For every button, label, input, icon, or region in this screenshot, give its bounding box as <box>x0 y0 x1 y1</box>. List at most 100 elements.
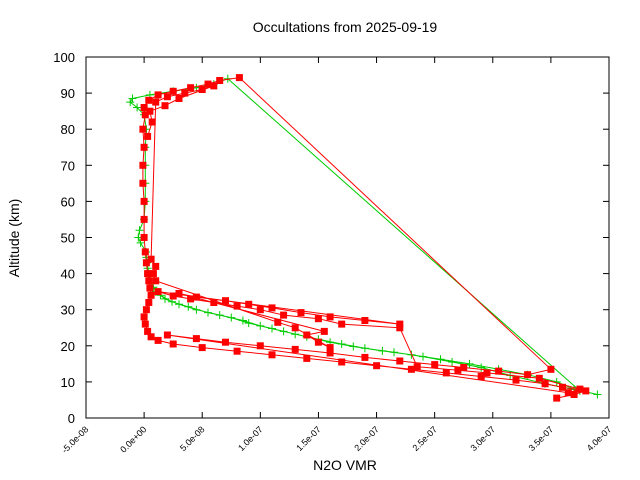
data-point <box>535 374 543 382</box>
data-point <box>320 327 328 335</box>
data-point <box>396 324 404 332</box>
data-point <box>141 248 149 256</box>
data-point <box>564 389 572 397</box>
data-point <box>396 357 404 365</box>
data-point <box>483 369 491 377</box>
data-point <box>274 318 282 326</box>
data-point <box>460 364 468 371</box>
data-point <box>593 390 602 399</box>
data-point <box>145 299 153 306</box>
data-point <box>140 215 148 223</box>
data-point <box>442 369 450 377</box>
data-point <box>140 234 148 241</box>
data-point <box>152 277 160 285</box>
data-point <box>291 330 300 339</box>
data-point <box>192 335 200 343</box>
data-point <box>326 344 334 352</box>
data-point <box>256 342 264 350</box>
data-point <box>175 95 183 102</box>
data-point <box>291 345 299 353</box>
data-point <box>142 259 150 267</box>
data-point <box>378 346 387 355</box>
data-point <box>280 311 288 319</box>
data-point <box>145 277 153 285</box>
data-point <box>373 362 381 370</box>
data-point <box>144 132 152 140</box>
data-point <box>192 293 200 301</box>
data-point <box>140 143 148 151</box>
data-point <box>140 104 148 111</box>
data-point <box>152 262 160 270</box>
data-point <box>154 336 162 344</box>
data-point <box>222 338 229 346</box>
data-point <box>144 270 152 278</box>
y-tick-label: 50 <box>61 231 75 246</box>
data-point <box>244 319 253 328</box>
data-point <box>477 363 486 372</box>
data-point <box>163 93 171 101</box>
data-point <box>140 313 148 321</box>
data-point <box>541 380 549 388</box>
y-tick-label: 100 <box>53 50 75 65</box>
data-point <box>133 103 142 112</box>
data-point <box>547 365 555 373</box>
data-point <box>495 367 503 375</box>
data-point <box>559 383 566 391</box>
data-point <box>431 361 439 369</box>
y-tick-label: 30 <box>61 303 75 318</box>
data-point <box>361 353 369 361</box>
data-point <box>268 304 276 312</box>
data-point <box>161 294 169 303</box>
data-point <box>477 373 485 380</box>
data-point <box>192 305 201 314</box>
data-point <box>227 313 236 322</box>
data-point <box>337 340 346 348</box>
data-point <box>152 98 160 106</box>
data-point <box>142 306 150 314</box>
y-tick-label: 40 <box>61 267 75 282</box>
data-point <box>139 161 147 169</box>
data-point <box>396 320 404 328</box>
data-point <box>215 311 224 320</box>
data-point <box>161 102 169 110</box>
data-point <box>163 331 171 339</box>
data-point <box>139 179 147 187</box>
y-tick-label: 20 <box>61 339 75 354</box>
data-point <box>338 358 346 366</box>
data-point <box>147 291 155 299</box>
data-point <box>145 96 153 104</box>
x-axis-label: N2O VMR <box>313 457 377 473</box>
data-point <box>154 91 162 99</box>
data-point <box>147 255 155 263</box>
data-point <box>135 226 144 235</box>
y-tick-label: 0 <box>68 411 75 426</box>
data-point <box>148 118 156 126</box>
data-point <box>216 77 224 84</box>
data-point <box>169 292 177 300</box>
data-point <box>303 331 311 339</box>
data-point <box>413 363 421 371</box>
data-point <box>204 308 212 317</box>
y-tick-label: 10 <box>61 375 75 390</box>
data-point <box>233 302 241 310</box>
plot-frame <box>85 56 610 419</box>
data-point <box>256 306 264 314</box>
data-point <box>419 352 427 361</box>
data-point <box>144 327 152 335</box>
data-point <box>291 324 299 332</box>
chart-title: Occultations from 2025-09-19 <box>253 19 438 35</box>
y-tick-label: 70 <box>61 158 75 173</box>
data-point <box>360 344 369 353</box>
data-point <box>268 324 276 333</box>
data-point <box>175 290 183 297</box>
data-point <box>349 342 358 351</box>
data-point <box>512 376 520 384</box>
data-point <box>256 321 265 330</box>
data-point <box>582 387 590 395</box>
data-point <box>210 82 218 90</box>
data-point <box>314 315 322 323</box>
data-point <box>204 80 212 88</box>
data-point <box>139 125 147 133</box>
data-point <box>198 344 206 352</box>
data-point <box>140 197 148 205</box>
